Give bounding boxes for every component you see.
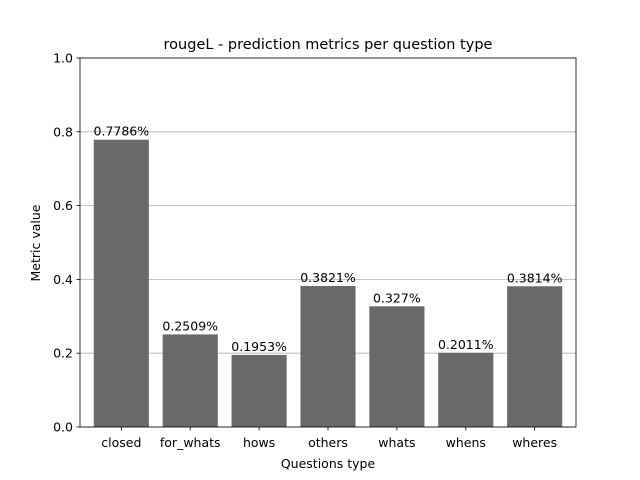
y-tick-label-2: 0.4: [53, 272, 73, 287]
bar-closed: [93, 139, 149, 427]
data-label-closed: 0.7786%: [94, 124, 150, 139]
y-tick-label-4: 0.8: [53, 124, 73, 139]
y-tick-label-3: 0.6: [53, 198, 73, 213]
x-tick-label-wheres: wheres: [512, 435, 557, 450]
data-label-whens: 0.2011%: [438, 337, 494, 352]
x-tick-label-hows: hows: [243, 435, 275, 450]
bar-whens: [438, 352, 494, 427]
bar-wheres: [507, 286, 563, 427]
bar-layer: [93, 139, 563, 427]
data-label-whats: 0.327%: [373, 290, 421, 305]
y-axis-label: Metric value: [28, 204, 43, 281]
x-tick-label-whens: whens: [446, 435, 486, 450]
bar-for_whats: [162, 334, 218, 427]
x-tick-label-whats: whats: [378, 435, 415, 450]
data-label-for_whats: 0.2509%: [162, 318, 218, 333]
y-tick-label-1: 0.2: [53, 346, 73, 361]
data-label-wheres: 0.3814%: [507, 270, 563, 285]
y-tick-label-5: 1.0: [53, 51, 73, 66]
x-tick-label-others: others: [308, 435, 348, 450]
x-tick-label-for_whats: for_whats: [160, 435, 221, 450]
chart-title: rougeL - prediction metrics per question…: [164, 37, 493, 53]
label-layer: 0.7786% 0.2509% 0.1953% 0.3821% 0.327% 0.2011…: [94, 124, 563, 354]
data-label-hows: 0.1953%: [231, 339, 287, 354]
y-tick-label-0: 0.0: [53, 420, 73, 435]
x-axis-label: Questions type: [281, 456, 376, 471]
bar-whats: [369, 306, 425, 427]
x-tick-label-closed: closed: [101, 435, 141, 450]
bar-hows: [231, 354, 287, 427]
data-label-others: 0.3821%: [300, 270, 356, 285]
bar-others: [300, 286, 356, 427]
axis-layer: 0.0 0.2 0.4 0.6 0.8 1.0 closed for_whats hows oth…: [53, 51, 577, 450]
